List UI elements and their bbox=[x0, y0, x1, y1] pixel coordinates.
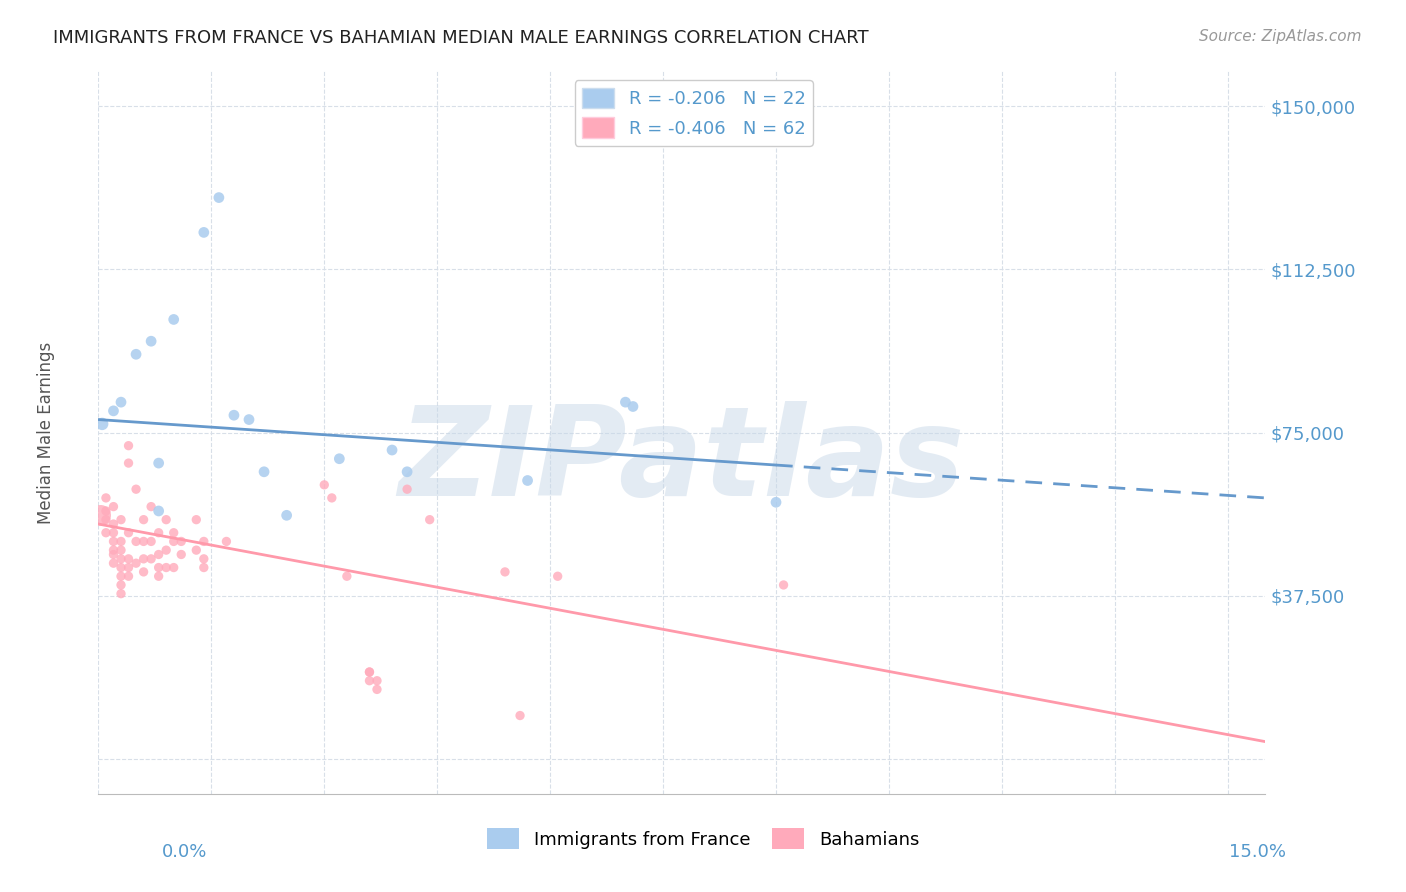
Point bbox=[148, 548, 170, 562]
Text: Median Male Earnings: Median Male Earnings bbox=[37, 342, 55, 524]
Point bbox=[359, 673, 381, 688]
Point bbox=[132, 513, 155, 527]
Point bbox=[110, 395, 132, 409]
Point bbox=[103, 404, 125, 418]
Point bbox=[94, 525, 117, 540]
Point bbox=[110, 587, 132, 601]
Point bbox=[193, 534, 215, 549]
Point bbox=[396, 465, 419, 479]
Point bbox=[366, 673, 388, 688]
Point bbox=[117, 569, 139, 583]
Point bbox=[110, 534, 132, 549]
Point bbox=[117, 525, 139, 540]
Point bbox=[110, 560, 132, 574]
Point bbox=[103, 500, 125, 514]
Point bbox=[103, 548, 125, 562]
Point bbox=[509, 708, 531, 723]
Text: IMMIGRANTS FROM FRANCE VS BAHAMIAN MEDIAN MALE EARNINGS CORRELATION CHART: IMMIGRANTS FROM FRANCE VS BAHAMIAN MEDIA… bbox=[53, 29, 869, 46]
Point bbox=[193, 552, 215, 566]
Point bbox=[110, 578, 132, 592]
Point bbox=[396, 482, 419, 496]
Point bbox=[117, 456, 139, 470]
Point bbox=[125, 534, 148, 549]
Point bbox=[132, 552, 155, 566]
Point bbox=[139, 534, 162, 549]
Point bbox=[419, 513, 441, 527]
Point bbox=[103, 525, 125, 540]
Point bbox=[321, 491, 343, 505]
Point bbox=[110, 543, 132, 558]
Legend: Immigrants from France, Bahamians: Immigrants from France, Bahamians bbox=[479, 821, 927, 856]
Point bbox=[314, 478, 336, 492]
Point bbox=[193, 226, 215, 240]
Point bbox=[186, 513, 208, 527]
Text: Source: ZipAtlas.com: Source: ZipAtlas.com bbox=[1198, 29, 1361, 44]
Point bbox=[117, 439, 139, 453]
Point bbox=[359, 665, 381, 679]
Point bbox=[148, 504, 170, 518]
Point bbox=[148, 560, 170, 574]
Point bbox=[125, 347, 148, 361]
Text: 15.0%: 15.0% bbox=[1229, 843, 1286, 861]
Point bbox=[117, 552, 139, 566]
Point bbox=[155, 560, 177, 574]
Point bbox=[222, 408, 245, 422]
Point bbox=[163, 312, 186, 326]
Point bbox=[148, 456, 170, 470]
Point bbox=[163, 525, 186, 540]
Point bbox=[103, 543, 125, 558]
Point bbox=[547, 569, 569, 583]
Point bbox=[170, 534, 193, 549]
Point bbox=[772, 578, 794, 592]
Text: ZIPatlas: ZIPatlas bbox=[399, 401, 965, 522]
Point bbox=[621, 400, 644, 414]
Point bbox=[215, 534, 238, 549]
Point bbox=[155, 513, 177, 527]
Point bbox=[125, 482, 148, 496]
Point bbox=[186, 543, 208, 558]
Point bbox=[193, 560, 215, 574]
Point bbox=[132, 565, 155, 579]
Point bbox=[381, 443, 404, 458]
Point bbox=[765, 495, 787, 509]
Point bbox=[94, 504, 117, 518]
Point bbox=[139, 552, 162, 566]
Point bbox=[117, 560, 139, 574]
Point bbox=[110, 552, 132, 566]
Point bbox=[359, 665, 381, 679]
Point bbox=[132, 534, 155, 549]
Text: 0.0%: 0.0% bbox=[162, 843, 207, 861]
Point bbox=[139, 500, 162, 514]
Point bbox=[103, 534, 125, 549]
Point bbox=[94, 513, 117, 527]
Point bbox=[91, 417, 114, 431]
Point bbox=[148, 569, 170, 583]
Point bbox=[208, 191, 231, 205]
Point bbox=[155, 543, 177, 558]
Point bbox=[336, 569, 359, 583]
Point bbox=[516, 474, 538, 488]
Point bbox=[103, 556, 125, 570]
Point bbox=[253, 465, 276, 479]
Point bbox=[103, 516, 125, 531]
Point bbox=[110, 513, 132, 527]
Point bbox=[90, 508, 112, 523]
Point bbox=[163, 560, 186, 574]
Point bbox=[238, 412, 260, 426]
Point bbox=[148, 525, 170, 540]
Legend: R = -0.206   N = 22, R = -0.406   N = 62: R = -0.206 N = 22, R = -0.406 N = 62 bbox=[575, 80, 813, 145]
Point bbox=[366, 682, 388, 697]
Point bbox=[170, 548, 193, 562]
Point bbox=[494, 565, 516, 579]
Point bbox=[276, 508, 298, 523]
Point bbox=[163, 534, 186, 549]
Point bbox=[328, 451, 350, 466]
Point bbox=[94, 491, 117, 505]
Point bbox=[125, 556, 148, 570]
Point bbox=[110, 569, 132, 583]
Point bbox=[614, 395, 637, 409]
Point bbox=[139, 334, 162, 349]
